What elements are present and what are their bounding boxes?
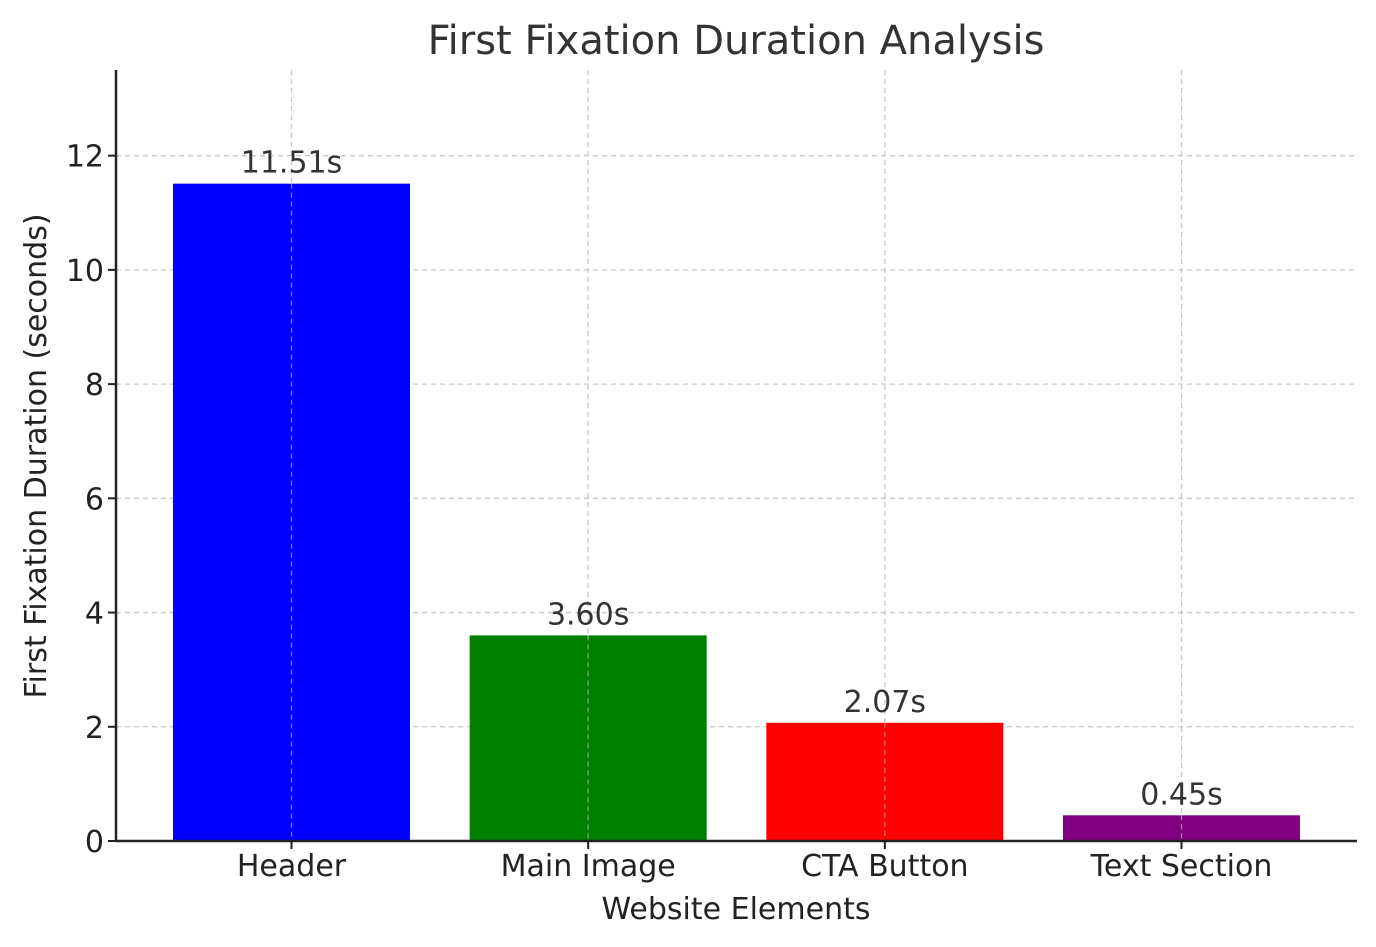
bar-value-label: 2.07s xyxy=(844,685,926,720)
y-tick-label: 4 xyxy=(85,597,104,632)
x-tick-label: Text Section xyxy=(1090,849,1273,884)
chart-title: First Fixation Duration Analysis xyxy=(428,18,1045,64)
x-axis-label: Website Elements xyxy=(602,892,871,927)
y-axis-label: First Fixation Duration (seconds) xyxy=(19,213,54,698)
x-tick-label: Header xyxy=(237,849,347,884)
y-tick-label: 10 xyxy=(66,254,104,289)
bars xyxy=(173,183,1301,841)
bar-value-label: 3.60s xyxy=(547,597,629,632)
bar-value-label: 11.51s xyxy=(241,146,343,181)
y-tick-label: 2 xyxy=(85,711,104,746)
x-tick-label: Main Image xyxy=(501,849,676,884)
x-tick-label: CTA Button xyxy=(801,849,969,884)
labels: 0 2 4 6 8 10 12 Header 11.51s Main Image 3.60s CTA … xyxy=(66,140,1273,884)
y-tick-label: 0 xyxy=(85,825,104,860)
y-tick-label: 12 xyxy=(66,140,104,175)
y-tick-label: 8 xyxy=(85,368,104,403)
axes xyxy=(108,70,1357,849)
bar-value-label: 0.45s xyxy=(1140,777,1222,812)
y-tick-label: 6 xyxy=(85,482,104,517)
